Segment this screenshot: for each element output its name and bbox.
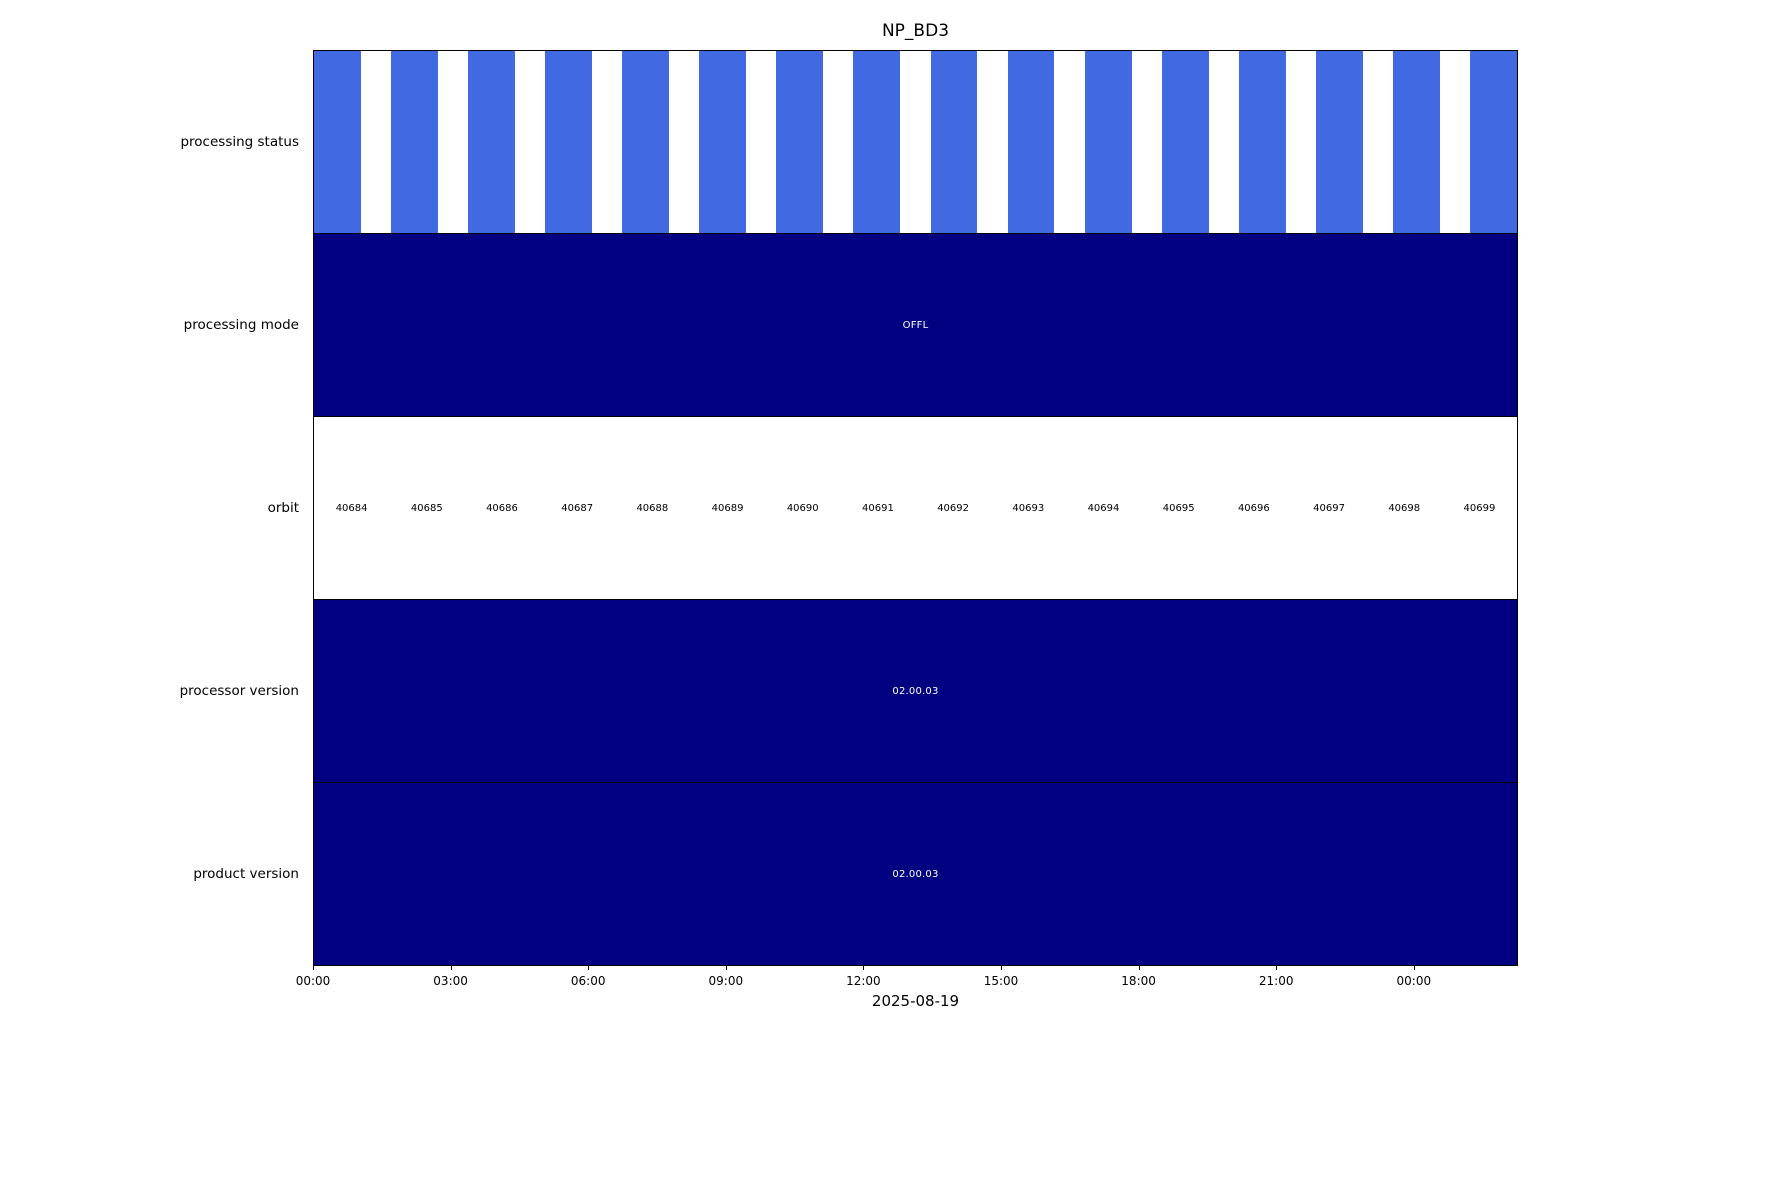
orbit-number: 40686: [486, 502, 518, 514]
processing-status-bar: [622, 51, 670, 233]
processing-status-bar: [545, 51, 593, 233]
processing-status-bar: [391, 51, 438, 233]
x-tick-mark: [1413, 966, 1415, 970]
x-axis-ticks: 00:00 03:00 06:00 09:00 12:00 15:00 18:00 21:00…: [296, 966, 1518, 998]
x-tick-label: 18:00: [1121, 974, 1156, 988]
x-tick-label: 03:00: [433, 974, 468, 988]
processing-status-bar: [853, 51, 901, 233]
orbit-number: 40696: [1237, 502, 1270, 514]
lane-processing-mode: OFFL: [314, 233, 1517, 416]
chart-title: NP_BD3: [881, 21, 950, 41]
lane-processing-status: [314, 51, 1517, 233]
x-tick-mark: [863, 966, 865, 970]
orbit-number: 40692: [937, 502, 969, 514]
row-label-product-version: product version: [193, 866, 299, 883]
orbit-number: 40691: [862, 502, 894, 514]
processing-status-bar: [1084, 51, 1132, 233]
x-tick-mark: [1276, 966, 1278, 970]
x-tick-label: 15:00: [983, 974, 1019, 988]
processing-status-bar: [699, 51, 747, 233]
plot-area: OFFL 40684 40685 40686 40687 40688 40689 40690 4…: [313, 50, 1518, 966]
processing-status-bar: [1469, 51, 1517, 233]
processing-status-bar: [1161, 51, 1209, 233]
x-tick-label: 00:00: [295, 974, 331, 988]
processing-status-bar: [1007, 51, 1055, 233]
orbit-number: 40685: [410, 502, 443, 514]
orbit-number: 40687: [561, 502, 594, 514]
x-tick-mark: [1001, 966, 1002, 970]
x-tick-mark: [450, 966, 452, 970]
row-label-orbit: orbit: [267, 500, 299, 516]
processing-status-bar: [1392, 51, 1440, 233]
orbit-number: 40693: [1012, 502, 1045, 514]
x-tick-mark: [313, 966, 314, 970]
orbit-number: 40684: [335, 502, 368, 514]
orbit-number: 40695: [1162, 502, 1195, 514]
processing-status-bar: [468, 51, 516, 233]
x-tick-label: 21:00: [1258, 974, 1294, 988]
orbit-number: 40690: [786, 502, 819, 514]
orbit-number: 40689: [711, 502, 744, 514]
x-tick-mark: [725, 966, 727, 970]
processing-status-bar: [930, 51, 978, 233]
value-processing-mode: OFFL: [902, 319, 929, 331]
orbit-number: 40698: [1388, 502, 1421, 514]
x-tick-label: 09:00: [708, 974, 744, 988]
x-axis-label: 2025-08-19: [871, 992, 960, 1010]
orbit-number: 40688: [636, 502, 669, 514]
lane-orbit: 40684 40685 40686 40687 40688 40689 40690 40691…: [314, 416, 1517, 599]
x-tick-mark: [1138, 966, 1140, 970]
x-tick-mark: [588, 966, 590, 970]
processing-status-bar: [314, 51, 361, 233]
processing-status-bar: [1238, 51, 1286, 233]
lane-processor-version: 02.00.03: [314, 599, 1517, 782]
x-tick-label: 12:00: [846, 974, 881, 988]
orbit-number: 40694: [1087, 502, 1120, 514]
processing-status-bar: [776, 51, 824, 233]
x-tick-label: 00:00: [1396, 974, 1432, 988]
orbit-number: 40699: [1463, 502, 1496, 514]
value-product-version: 02.00.03: [892, 868, 939, 880]
row-label-processing-status: processing status: [180, 133, 299, 150]
y-axis-labels: processing status processing mode orbit pro…: [0, 50, 305, 966]
orbit-number: 40697: [1313, 502, 1345, 514]
lane-product-version: 02.00.03: [314, 782, 1517, 965]
x-tick-label: 06:00: [570, 974, 606, 988]
processing-status-bar: [1315, 51, 1363, 233]
row-label-processing-mode: processing mode: [183, 316, 299, 333]
row-label-processor-version: processor version: [179, 683, 299, 700]
value-processor-version: 02.00.03: [892, 685, 939, 697]
